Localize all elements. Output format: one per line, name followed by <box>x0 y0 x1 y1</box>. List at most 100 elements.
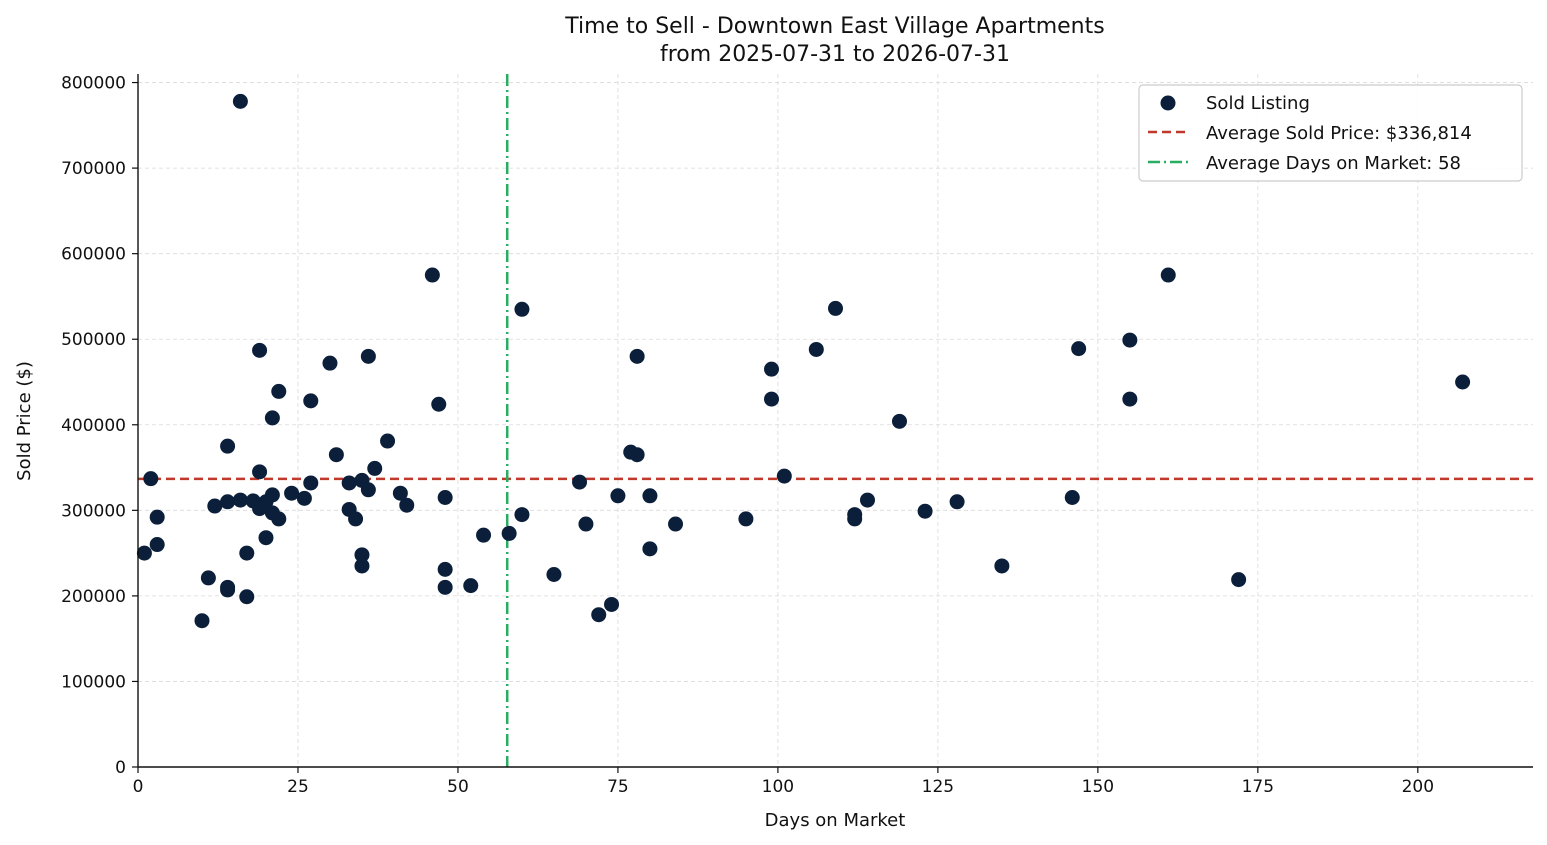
legend-label-average-days-on-market: Average Days on Market: 58 <box>1206 153 1461 174</box>
data-point <box>917 503 933 519</box>
data-point <box>859 492 875 508</box>
data-point <box>392 485 408 501</box>
x-tick-label: 25 <box>287 777 309 797</box>
data-point <box>143 471 159 487</box>
data-point <box>348 511 364 527</box>
data-point <box>847 511 863 527</box>
y-tick-label: 200000 <box>61 587 126 607</box>
data-point <box>271 511 287 527</box>
data-point <box>424 267 440 283</box>
legend-marker-sold-listing <box>1160 95 1176 111</box>
data-point <box>546 567 562 582</box>
data-point <box>668 516 684 532</box>
data-point <box>200 570 216 586</box>
data-point <box>354 547 370 563</box>
y-tick-label: 700000 <box>61 159 126 179</box>
data-point <box>296 490 312 506</box>
y-tick-label: 100000 <box>61 672 126 692</box>
data-point <box>149 509 165 525</box>
data-point <box>252 342 268 358</box>
x-axis-label: Days on Market <box>765 810 906 831</box>
x-tick-label: 100 <box>762 777 794 797</box>
data-point <box>591 607 607 623</box>
legend-box <box>1138 84 1523 182</box>
x-tick-label: 150 <box>1082 777 1114 797</box>
data-point <box>360 348 376 364</box>
data-point <box>1071 341 1087 357</box>
data-point <box>328 447 344 463</box>
data-point <box>1231 572 1247 588</box>
data-point <box>572 474 588 490</box>
y-tick-label: 400000 <box>61 416 126 436</box>
data-point <box>194 613 210 629</box>
data-point <box>1064 490 1080 505</box>
y-tick-label: 0 <box>115 758 126 778</box>
x-tick-label: 175 <box>1242 777 1274 797</box>
data-point <box>514 301 530 317</box>
data-point <box>341 475 357 491</box>
data-point <box>1160 267 1176 283</box>
data-point <box>252 464 268 480</box>
data-point <box>239 589 255 605</box>
data-point <box>808 341 824 357</box>
data-point <box>220 494 236 510</box>
data-point <box>476 527 492 543</box>
data-point <box>642 541 658 557</box>
data-point <box>360 482 376 498</box>
data-point <box>629 348 645 364</box>
data-point <box>367 460 383 476</box>
data-point <box>1122 391 1138 407</box>
data-point <box>1455 374 1471 390</box>
data-point <box>258 530 274 546</box>
data-point <box>380 433 396 449</box>
data-point <box>232 492 248 508</box>
y-tick-label: 300000 <box>61 501 126 521</box>
x-tick-label: 50 <box>447 777 469 797</box>
data-point <box>399 497 415 513</box>
legend-label-sold-listing: Sold Listing <box>1206 93 1310 114</box>
data-points <box>136 93 1471 629</box>
data-point <box>271 383 287 399</box>
x-tick-label: 200 <box>1402 777 1434 797</box>
data-point <box>264 410 280 426</box>
legend-label-average-sold-price: Average Sold Price: $336,814 <box>1206 123 1472 144</box>
data-point <box>431 396 447 412</box>
data-point <box>303 393 319 409</box>
data-point <box>776 468 792 484</box>
data-point <box>437 579 453 595</box>
data-point <box>629 447 645 463</box>
y-axis-label: Sold Price ($) <box>14 361 35 481</box>
data-point <box>264 487 280 503</box>
data-point <box>207 498 223 514</box>
data-point <box>604 596 620 612</box>
data-point <box>284 485 300 501</box>
y-tick-label: 600000 <box>61 245 126 265</box>
data-point <box>610 488 626 504</box>
reference-lines <box>138 74 1533 767</box>
data-point <box>136 545 152 561</box>
data-point <box>322 355 338 371</box>
data-point <box>437 490 453 505</box>
data-point <box>220 438 236 454</box>
data-point <box>1122 332 1138 348</box>
data-point <box>354 558 370 574</box>
data-point <box>828 300 843 316</box>
data-point <box>303 475 319 491</box>
grid <box>137 74 1533 768</box>
data-point <box>232 93 248 109</box>
data-point <box>149 537 165 553</box>
x-tick-label: 125 <box>922 777 954 797</box>
data-point <box>764 361 780 377</box>
axes <box>132 74 1533 773</box>
chart-subtitle: from 2025-07-31 to 2026-07-31 <box>660 42 1010 67</box>
data-point <box>764 391 780 407</box>
data-point <box>220 582 236 598</box>
data-point <box>891 413 907 429</box>
y-tick-label: 800000 <box>61 74 126 94</box>
data-point <box>949 494 965 510</box>
data-point <box>437 561 453 577</box>
chart-title: Time to Sell - Downtown East Village Apa… <box>564 14 1104 39</box>
data-point <box>738 511 754 527</box>
x-tick-label: 75 <box>607 777 629 797</box>
